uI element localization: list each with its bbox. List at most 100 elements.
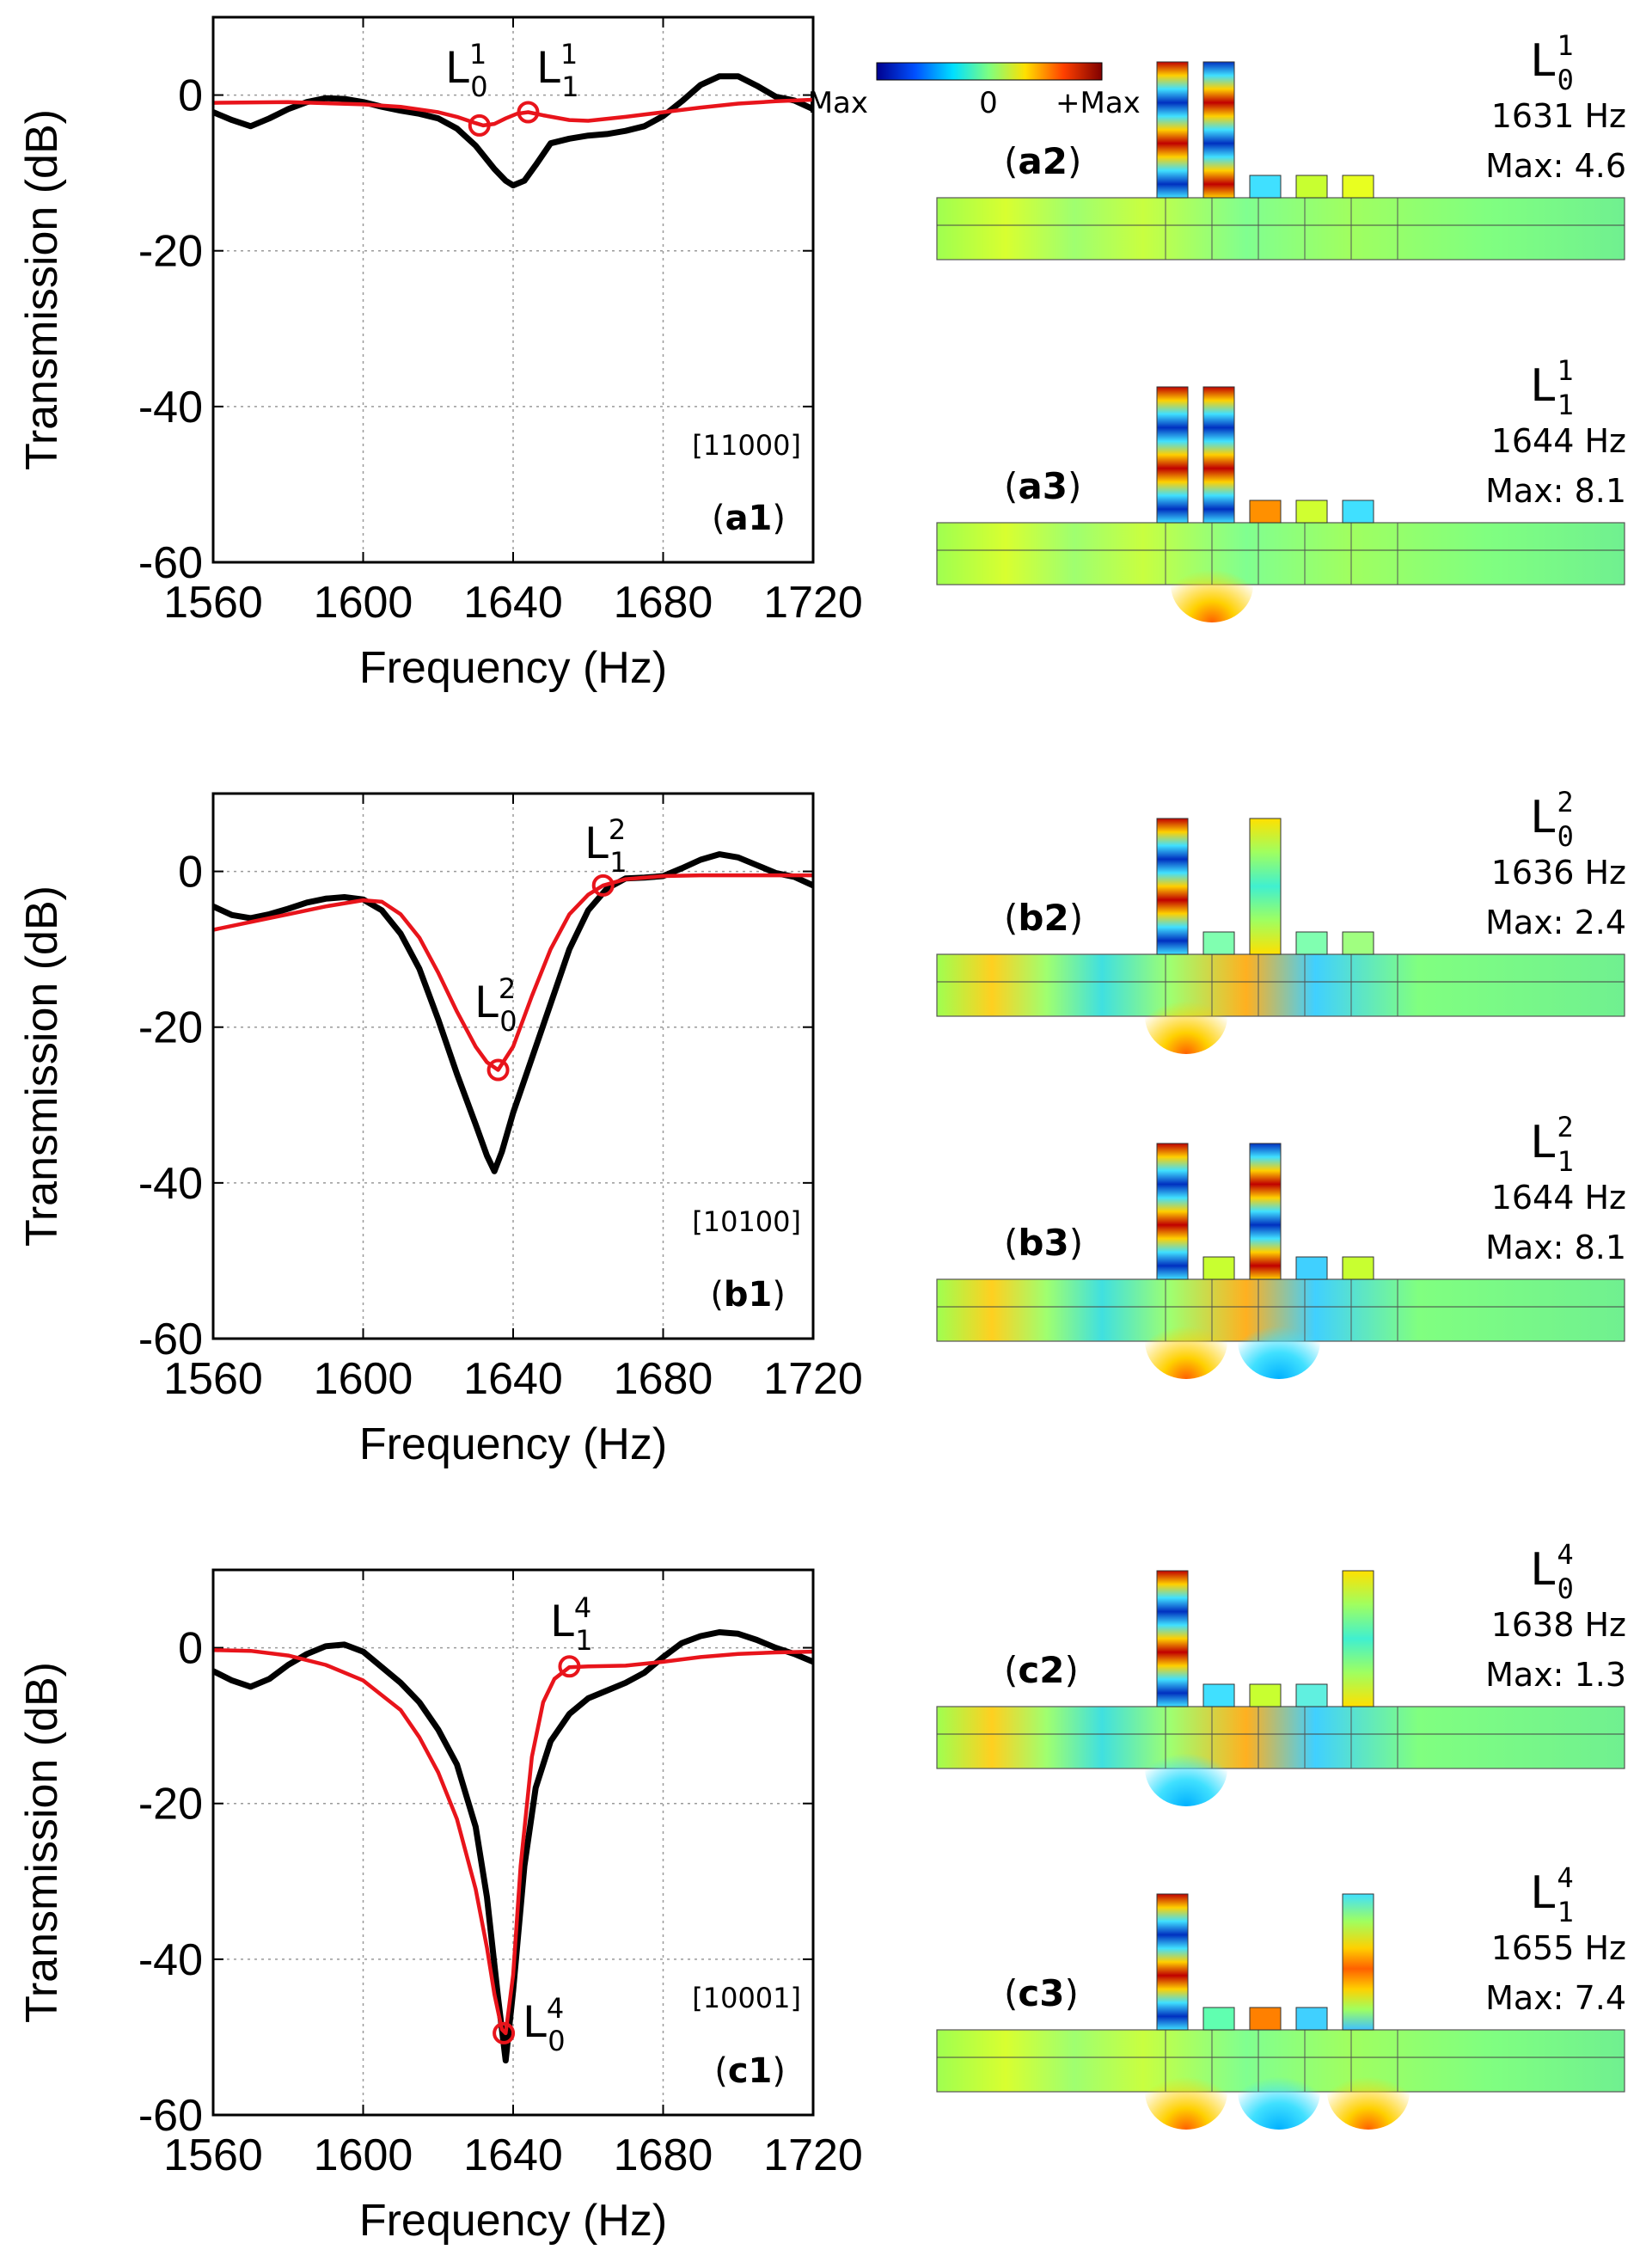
- panel-label: (b2): [1004, 897, 1083, 939]
- x-tick-label: 1680: [614, 1354, 713, 1404]
- panel-label-open: (: [1004, 897, 1018, 939]
- waveguide: [936, 522, 1625, 585]
- config-label: [10001]: [692, 1982, 801, 2014]
- x-tick-label: 1720: [763, 1354, 863, 1404]
- panel-label-open: (: [714, 2051, 728, 2091]
- mode-label-base: L: [1530, 1867, 1557, 1919]
- panel-label-close: ): [772, 1275, 786, 1315]
- resonator-stub: [1249, 2007, 1282, 2031]
- mode-label: L2 0: [474, 972, 517, 1038]
- series-line-theory: [213, 873, 813, 1072]
- waveguide: [936, 953, 1625, 1017]
- resonator-stub: [1342, 175, 1374, 199]
- series-line-theory: [213, 1648, 813, 2036]
- resonator-tube: [1202, 61, 1235, 199]
- resonator-tube: [1342, 1570, 1374, 1707]
- field-hotspot: [1238, 2054, 1320, 2130]
- field-hotspot: [1145, 1731, 1227, 1806]
- panel-label-open: (: [710, 1275, 724, 1315]
- panel-label-id: c1: [728, 2051, 773, 2091]
- resonator-stub: [1295, 500, 1328, 524]
- panel-label: (c1): [714, 2051, 786, 2091]
- mode-label-sub: 1: [1557, 389, 1574, 421]
- mode-label-sub: 0: [1557, 820, 1574, 853]
- mode-label: L1 1: [536, 38, 579, 103]
- x-axis-label: Frequency (Hz): [359, 1419, 667, 1469]
- mode-label-sup: 1: [469, 38, 486, 70]
- panel-label-id: a2: [1018, 140, 1068, 182]
- resonator-stub: [1342, 931, 1374, 955]
- frequency-text: 1644 Hz: [1491, 422, 1626, 460]
- y-tick-label: -40: [138, 1159, 203, 1209]
- panel-label: (c2): [1004, 1649, 1079, 1691]
- mode-label: L4 1: [550, 1591, 593, 1657]
- mode-label-sup: 4: [547, 1992, 564, 2025]
- field-hotspot: [1145, 1303, 1227, 1379]
- resonator-stub: [1202, 931, 1235, 955]
- y-tick-label: -60: [138, 538, 203, 588]
- mode-label-base: L: [474, 978, 499, 1027]
- x-tick-label: 1640: [463, 2130, 563, 2180]
- series-line-theory: [213, 97, 813, 128]
- resonator-tube: [1249, 1143, 1282, 1280]
- panel-label-close: ): [1069, 1222, 1083, 1264]
- mode-marker: [591, 873, 615, 897]
- x-tick-label: 1600: [314, 2130, 413, 2180]
- y-axis-label: Transmission (dB): [17, 886, 67, 1247]
- panel-label-close: ): [1068, 140, 1081, 182]
- resonator-stub: [1342, 1256, 1374, 1280]
- colorbar: -Max 0 +Max: [797, 62, 1141, 120]
- field-hotspot: [1238, 1303, 1320, 1379]
- mode-label-sup: 4: [1557, 1861, 1573, 1894]
- max-amplitude-text: Max: 4.6: [1485, 147, 1626, 185]
- panel-label-close: ): [1065, 1649, 1079, 1691]
- max-amplitude-text: Max: 8.1: [1485, 472, 1626, 510]
- frequency-text: 1638 Hz: [1491, 1606, 1626, 1644]
- panel-label: (a3): [1004, 465, 1081, 507]
- mode-label-sup: 2: [1557, 786, 1573, 818]
- mode-label: L2 0: [1530, 786, 1574, 853]
- field-hotspot: [1145, 978, 1227, 1054]
- mode-label-sup: 1: [560, 38, 578, 70]
- chart-panel-c1: 1560 1600 1640 1680 1720 0 -20 -40 -60 Frequency …: [17, 1568, 863, 2246]
- panel-label-open: (: [1004, 140, 1018, 182]
- resonator-stub: [1295, 2007, 1328, 2031]
- y-tick-label: -20: [138, 227, 203, 277]
- mode-label-sup: 1: [1557, 354, 1573, 387]
- mode-label-sub: 0: [470, 70, 487, 103]
- y-tick-label: 0: [178, 1624, 203, 1674]
- mode-marker: [517, 101, 540, 124]
- max-amplitude-text: Max: 2.4: [1485, 904, 1626, 941]
- resonator-stub: [1202, 2007, 1235, 2031]
- mode-label: L2 1: [1530, 1111, 1574, 1178]
- mode-label-base: L: [1530, 35, 1557, 87]
- x-tick-label: 1560: [163, 2130, 263, 2180]
- x-tick-label: 1600: [314, 1354, 413, 1404]
- series-line-experiment: [213, 851, 813, 1174]
- panel-label: (b1): [710, 1275, 786, 1315]
- resonator-stub: [1295, 931, 1328, 955]
- mode-label: L1 0: [1530, 29, 1574, 96]
- mode-label-base: L: [1530, 1117, 1557, 1168]
- resonator-tube: [1249, 818, 1282, 955]
- config-label: [10100]: [692, 1205, 801, 1238]
- resonator-stub: [1342, 500, 1374, 524]
- chart-panel-b1: 1560 1600 1640 1680 1720 0 -20 -40 -60 Frequency …: [17, 792, 863, 1469]
- resonator-stub: [1249, 175, 1282, 199]
- panel-label: (c3): [1004, 1972, 1079, 2014]
- y-tick-label: -20: [138, 1003, 203, 1053]
- frequency-text: 1644 Hz: [1491, 1179, 1626, 1217]
- panel-label-close: ): [1065, 1972, 1079, 2014]
- panel-label-close: ): [1068, 465, 1081, 507]
- x-tick-label: 1600: [314, 578, 413, 628]
- y-tick-label: -40: [138, 383, 203, 432]
- panel-label-id: a1: [725, 499, 773, 538]
- mode-label-sub: 0: [548, 2025, 565, 2057]
- resonator-tube: [1156, 1570, 1189, 1707]
- frequency-text: 1636 Hz: [1491, 854, 1626, 892]
